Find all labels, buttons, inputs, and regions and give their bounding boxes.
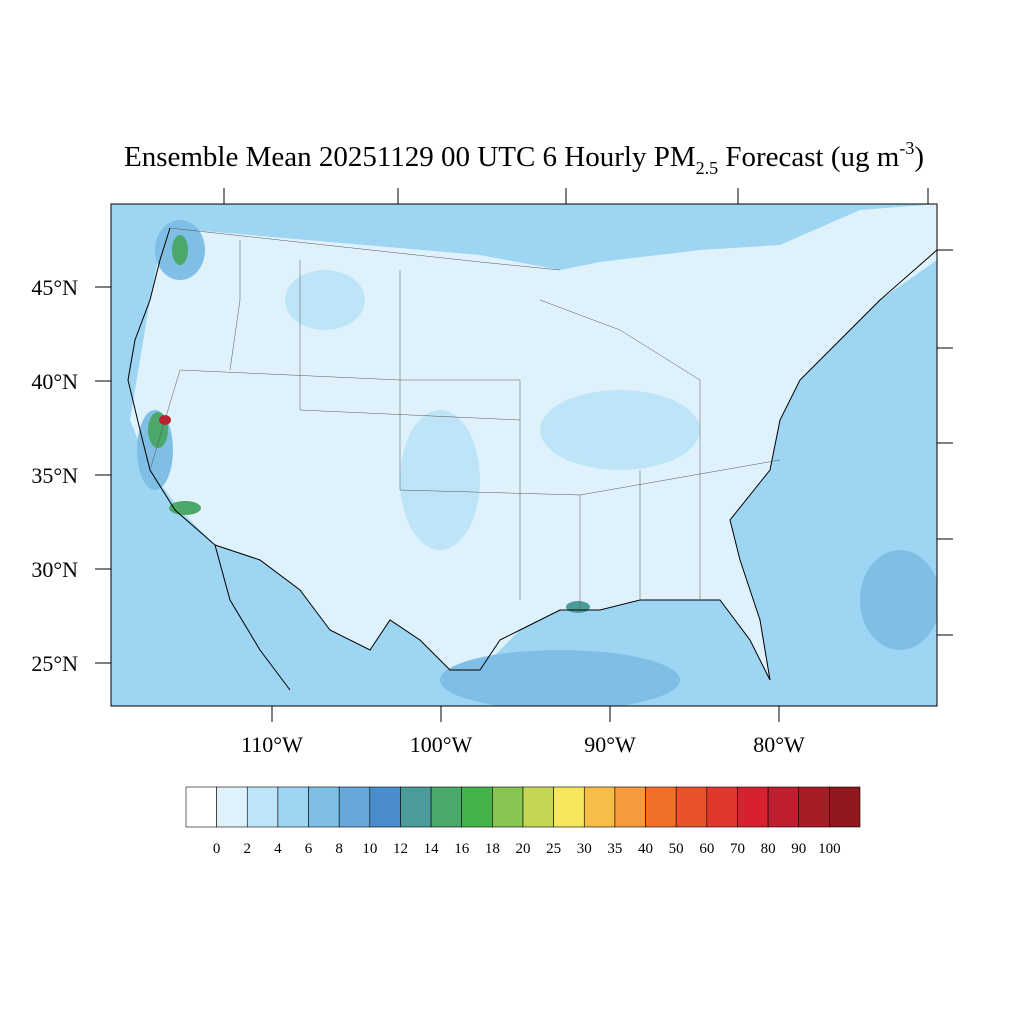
colorbar-label: 25 (546, 841, 561, 857)
colorbar-label: 14 (424, 841, 440, 857)
title-main: Ensemble Mean 20251129 00 UTC 6 Hourly P… (124, 141, 696, 173)
map-field (111, 204, 937, 706)
colorbar-label: 80 (761, 841, 776, 857)
frame-ticks (223, 188, 953, 636)
colorbar-box (308, 786, 340, 828)
colorbar-box (369, 786, 401, 828)
colorbar-label: 16 (454, 841, 470, 857)
colorbar-label: 12 (393, 841, 408, 857)
colorbar-box (706, 786, 738, 828)
colorbar-label: 10 (362, 841, 377, 857)
title-after: Forecast (ug m (718, 141, 900, 173)
lon-label: 100°W (410, 732, 473, 757)
colorbar-box (216, 786, 248, 828)
colorbar-box (829, 786, 861, 828)
title-sup: -3 (899, 138, 914, 158)
colorbar-label: 40 (638, 841, 653, 857)
lat-label: 25°N (31, 651, 78, 676)
colorbar-box (185, 786, 217, 828)
lat-label: 40°N (31, 369, 78, 394)
colorbar-box (553, 786, 585, 828)
colorbar-label: 100 (818, 841, 841, 857)
colorbar-box (430, 786, 463, 828)
colorbar-label: 2 (244, 841, 252, 857)
lat-label: 35°N (31, 463, 78, 488)
haze (440, 650, 680, 706)
colorbar-label: 6 (305, 841, 313, 857)
colorbar-label: 70 (730, 841, 745, 857)
title-sub: 2.5 (696, 158, 719, 178)
colorbar-label: 35 (607, 841, 622, 857)
colorbar-label: 50 (669, 841, 684, 857)
haze (540, 390, 700, 470)
colorbar-box (400, 786, 432, 828)
colorbar-label: 0 (213, 841, 221, 857)
lat-label: 30°N (31, 557, 78, 582)
colorbar-label: 60 (699, 841, 714, 857)
colorbar-label: 18 (485, 841, 500, 857)
lon-label: 110°W (241, 732, 303, 757)
colorbar-box (583, 786, 616, 828)
colorbar-label: 30 (577, 841, 592, 857)
lon-label: 90°W (584, 732, 636, 757)
colorbar-box (246, 786, 279, 828)
colorbar-box (798, 786, 830, 828)
title-end: ) (914, 141, 924, 173)
map-frame (110, 203, 938, 707)
colorbar-box (277, 786, 309, 828)
colorbar-box (737, 786, 769, 828)
title: Ensemble Mean 20251129 00 UTC 6 Hourly P… (124, 138, 924, 178)
lon-label: 80°W (753, 732, 805, 757)
haze (860, 550, 937, 650)
hotspot (566, 601, 590, 613)
colorbar-label: 4 (274, 841, 282, 857)
colorbar-box (675, 786, 708, 828)
colorbar-box (614, 786, 646, 828)
hotspot (172, 235, 188, 265)
colorbar-label: 8 (335, 841, 343, 857)
colorbar-label: 20 (516, 841, 531, 857)
haze (285, 270, 365, 330)
colorbar-box (461, 786, 493, 828)
colorbar-box (645, 786, 677, 828)
colorbar-box (492, 786, 524, 828)
colorbar-label: 90 (791, 841, 806, 857)
colorbar-box (522, 786, 554, 828)
haze (400, 410, 480, 550)
colorbar-box (338, 786, 371, 828)
colorbar-box (767, 786, 800, 828)
state-borders (149, 227, 781, 610)
lat-label: 45°N (31, 275, 78, 300)
